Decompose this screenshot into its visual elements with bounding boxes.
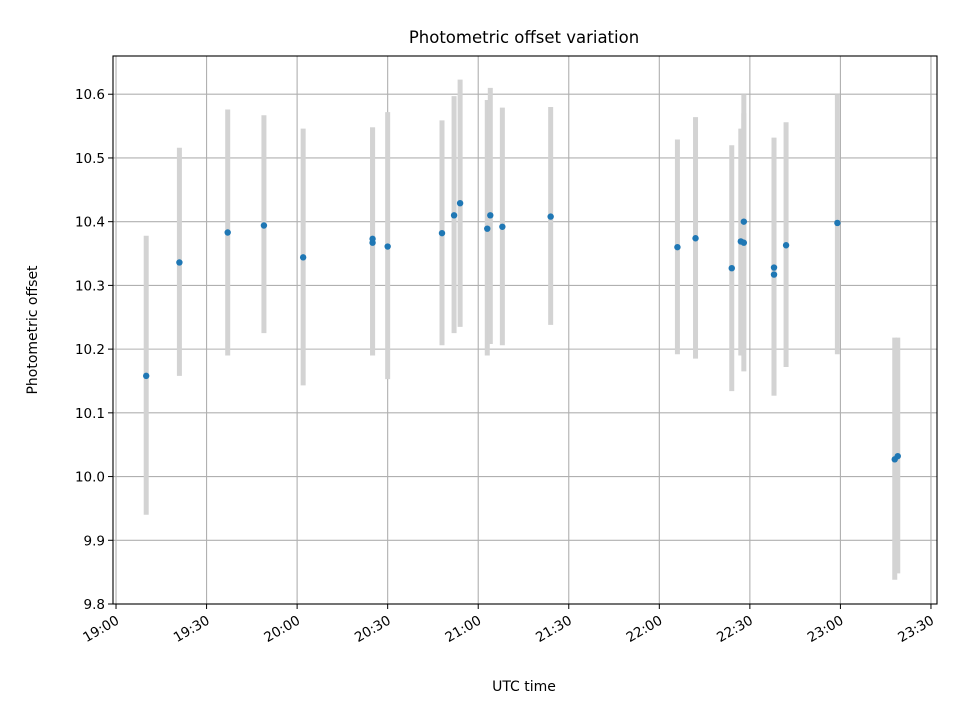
data-point xyxy=(692,235,699,242)
data-point xyxy=(674,243,681,251)
x-axis-ticks: 19:00 19:30 20:00 20:30 21:00 21:30 22:00 22:30… xyxy=(80,604,937,646)
data-point xyxy=(770,271,778,278)
data-point xyxy=(740,218,748,225)
x-tick-label: 22:00 xyxy=(624,613,666,646)
data-point xyxy=(894,452,901,460)
data-point xyxy=(260,222,268,229)
y-tick-label: 10.4 xyxy=(75,215,105,231)
y-tick-label: 10.0 xyxy=(75,470,105,486)
data-point xyxy=(143,372,150,380)
grid xyxy=(113,56,937,605)
data-points xyxy=(143,199,901,463)
data-point xyxy=(499,223,506,230)
y-tick-label: 10.6 xyxy=(75,87,105,103)
data-point xyxy=(484,225,491,232)
data-point xyxy=(782,242,790,249)
data-point xyxy=(770,264,778,271)
x-tick-label: 21:30 xyxy=(533,613,575,646)
data-point xyxy=(547,213,554,220)
x-tick-label: 20:00 xyxy=(261,613,303,646)
y-tick-label: 10.2 xyxy=(75,342,105,358)
y-axis-title: Photometric offset xyxy=(25,265,41,395)
x-axis-title: UTC time xyxy=(492,679,556,695)
x-tick-label: 21:00 xyxy=(443,613,485,646)
chart-title: Photometric offset variation xyxy=(409,28,639,47)
x-tick-label: 23:30 xyxy=(895,613,937,646)
data-point xyxy=(740,239,748,246)
y-tick-label: 9.8 xyxy=(84,597,105,613)
data-point xyxy=(176,259,183,266)
x-tick-label: 22:30 xyxy=(714,613,756,646)
data-point xyxy=(299,254,307,261)
data-point xyxy=(369,235,376,243)
y-tick-label: 10.1 xyxy=(75,406,105,422)
y-tick-label: 10.5 xyxy=(75,151,105,167)
data-point xyxy=(450,212,458,219)
error-bars xyxy=(143,79,901,580)
data-point xyxy=(834,219,841,227)
y-tick-label: 9.9 xyxy=(84,533,105,549)
data-point xyxy=(487,212,494,219)
x-tick-label: 19:00 xyxy=(80,613,122,646)
data-point xyxy=(384,243,391,250)
data-point xyxy=(438,229,446,237)
x-tick-label: 19:30 xyxy=(171,613,213,646)
y-axis-ticks: 9.8 9.9 10.0 10.1 10.2 10.3 10.4 10.5 10.6 xyxy=(75,87,113,613)
data-point xyxy=(456,199,464,207)
y-tick-label: 10.3 xyxy=(75,278,105,294)
data-point xyxy=(728,264,735,272)
plot-frame xyxy=(112,55,938,605)
x-tick-label: 23:00 xyxy=(805,613,847,646)
x-tick-label: 20:30 xyxy=(352,613,394,646)
data-point xyxy=(224,229,231,236)
